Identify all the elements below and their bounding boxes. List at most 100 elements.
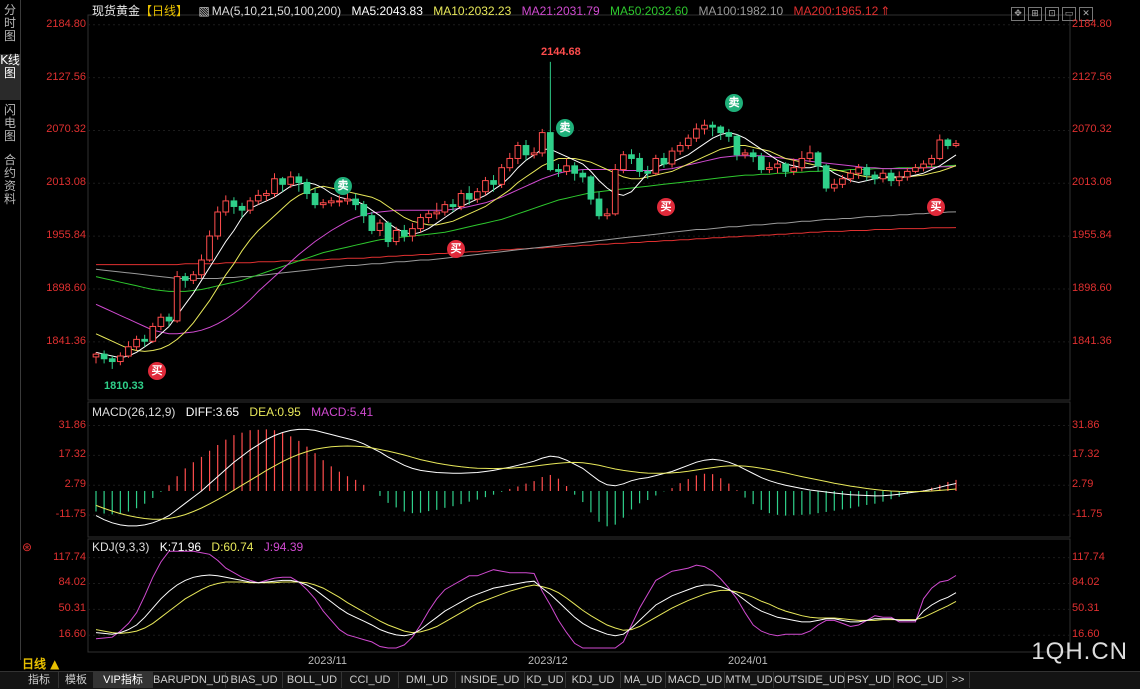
price-tick-label: 2013.08 bbox=[1072, 176, 1112, 189]
bottom-tab[interactable]: 指标 bbox=[20, 672, 59, 688]
kdj-j: J:94.39 bbox=[263, 540, 304, 554]
window-icon[interactable]: ▭ bbox=[1062, 7, 1076, 21]
kdj-legend: KDJ(9,3,3) K:71.96 D:60.74 J:94.39 bbox=[92, 540, 310, 554]
candle-body bbox=[230, 200, 238, 207]
period-selector[interactable]: 日线 ▲ bbox=[22, 657, 60, 671]
sell-signal[interactable]: 卖 bbox=[556, 119, 574, 137]
candle-body bbox=[693, 128, 700, 139]
candle-body bbox=[920, 163, 927, 169]
macd-legend: MACD(26,12,9) DIFF:3.65 DEA:0.95 MACD:5.… bbox=[92, 405, 380, 419]
candle-body bbox=[684, 137, 692, 147]
main-legend: 现货黄金【日线】 ▧ MA(5,10,21,50,100,200) MA5:204… bbox=[92, 2, 897, 19]
bottom-tab[interactable]: 模板 bbox=[59, 672, 94, 688]
candle-body bbox=[830, 183, 838, 189]
bottom-tab[interactable]: INSIDE_UD bbox=[456, 672, 525, 688]
bottom-tab[interactable]: PSY_UD bbox=[845, 672, 894, 688]
crosshair-icon[interactable]: ✥ bbox=[1011, 7, 1025, 21]
candle-body bbox=[319, 202, 327, 206]
candle-body bbox=[425, 213, 432, 219]
bottom-tab[interactable]: >> bbox=[947, 672, 970, 688]
ma-icon[interactable]: ▧ bbox=[198, 4, 210, 18]
bottom-tab[interactable]: MACD_UD bbox=[666, 672, 725, 688]
candle-body bbox=[595, 198, 603, 217]
kdj-tick-label: 84.02 bbox=[1072, 576, 1100, 589]
dea-line bbox=[95, 445, 957, 520]
bottom-tab[interactable]: CCI_UD bbox=[342, 672, 399, 688]
bottom-tab[interactable]: BIAS_UD bbox=[226, 672, 283, 688]
kdj-tick-label: 16.60 bbox=[1072, 628, 1100, 641]
candle-body bbox=[603, 213, 611, 217]
candle-body bbox=[360, 204, 368, 217]
buy-signal[interactable]: 买 bbox=[927, 198, 945, 216]
price-tick-label: 2127.56 bbox=[46, 70, 86, 83]
kdj-tick-label: 84.02 bbox=[58, 576, 86, 589]
candle-body bbox=[757, 156, 765, 171]
candle-body bbox=[181, 276, 189, 281]
buy-signal[interactable]: 买 bbox=[148, 362, 166, 380]
candle-body bbox=[92, 353, 100, 358]
candle-body bbox=[676, 145, 684, 152]
expand-icon[interactable]: ⊞ bbox=[1028, 7, 1042, 21]
bottom-tab[interactable]: KD_UD bbox=[525, 672, 566, 688]
arrow-up-icon[interactable]: ⇑ bbox=[880, 4, 891, 18]
buy-signal[interactable]: 买 bbox=[657, 198, 675, 216]
candle-body bbox=[879, 172, 887, 180]
ma200-line bbox=[96, 227, 957, 266]
ma200-value: MA200:1965.12 bbox=[793, 4, 879, 18]
candle-body bbox=[409, 228, 416, 237]
kdj-tick-label: 50.31 bbox=[1072, 602, 1100, 615]
sell-signal[interactable]: 卖 bbox=[334, 177, 352, 195]
price-tick-label: 1955.84 bbox=[46, 229, 86, 242]
bottom-tab[interactable]: KDJ_UD bbox=[566, 672, 621, 688]
buy-signal[interactable]: 买 bbox=[447, 240, 465, 258]
price-tick-label: 1955.84 bbox=[1072, 229, 1112, 242]
price-tick-label: 1898.60 bbox=[46, 281, 86, 294]
sidebar-item-contract-info[interactable]: 合约资料 bbox=[0, 154, 20, 212]
candle-body bbox=[392, 229, 400, 243]
sidebar-item-label: 分时图 bbox=[3, 3, 16, 43]
candle-body bbox=[295, 176, 303, 183]
bottom-tab[interactable]: ROC_UD bbox=[894, 672, 947, 688]
ma21-value: MA21:2031.79 bbox=[521, 4, 600, 18]
date-label: 2023/11 bbox=[308, 655, 347, 667]
kdj-settings-icon[interactable]: ⊛ bbox=[22, 540, 33, 554]
candle-body bbox=[498, 167, 505, 185]
candle-body bbox=[157, 316, 165, 327]
macd-name: MACD(26,12,9) bbox=[92, 405, 176, 419]
candle-body bbox=[449, 204, 457, 207]
sidebar-item-timeshare[interactable]: 分时图 bbox=[0, 4, 20, 44]
candle-body bbox=[327, 200, 335, 204]
candle-body bbox=[206, 235, 213, 261]
sidebar-item-flash[interactable]: 闪电图 bbox=[0, 104, 20, 148]
bottom-tab[interactable]: MTM_UD bbox=[725, 672, 774, 688]
candle-body bbox=[847, 172, 854, 180]
candle-body bbox=[198, 259, 205, 276]
candle-body bbox=[254, 194, 262, 202]
candle-body bbox=[855, 167, 862, 174]
sidebar-item-label: K线图 bbox=[0, 53, 20, 80]
zoom-icon[interactable]: ⊡ bbox=[1045, 7, 1059, 21]
candle-body bbox=[871, 174, 879, 180]
bottom-tab[interactable]: MA_UD bbox=[621, 672, 666, 688]
sidebar-item-kline[interactable]: K线图 bbox=[0, 54, 20, 100]
candle-body bbox=[668, 150, 676, 165]
bottom-tab[interactable]: DMI_UD bbox=[399, 672, 456, 688]
close-icon[interactable]: ✕ bbox=[1079, 7, 1093, 21]
candle-body bbox=[400, 229, 408, 237]
candle-body bbox=[895, 176, 903, 182]
bottom-tab[interactable]: BOLL_UD bbox=[283, 672, 342, 688]
ma5-value: MA5:2043.83 bbox=[351, 4, 423, 18]
candle-body bbox=[368, 215, 376, 231]
bottom-tab[interactable]: BARUPDN_UD bbox=[153, 672, 229, 688]
sell-signal[interactable]: 卖 bbox=[725, 94, 743, 112]
bottom-tab[interactable]: VIP指标 bbox=[94, 672, 153, 688]
candle-body bbox=[782, 163, 789, 172]
grid-lines bbox=[87, 14, 1071, 653]
candle-body bbox=[563, 165, 570, 172]
bottom-tab[interactable]: OUTSIDE_UD bbox=[774, 672, 845, 688]
candle-body bbox=[741, 152, 749, 156]
candle-body bbox=[222, 200, 230, 213]
candle-body bbox=[936, 139, 944, 159]
kline-chart[interactable] bbox=[0, 0, 1140, 672]
macd-tick-label: 31.86 bbox=[1072, 418, 1100, 431]
